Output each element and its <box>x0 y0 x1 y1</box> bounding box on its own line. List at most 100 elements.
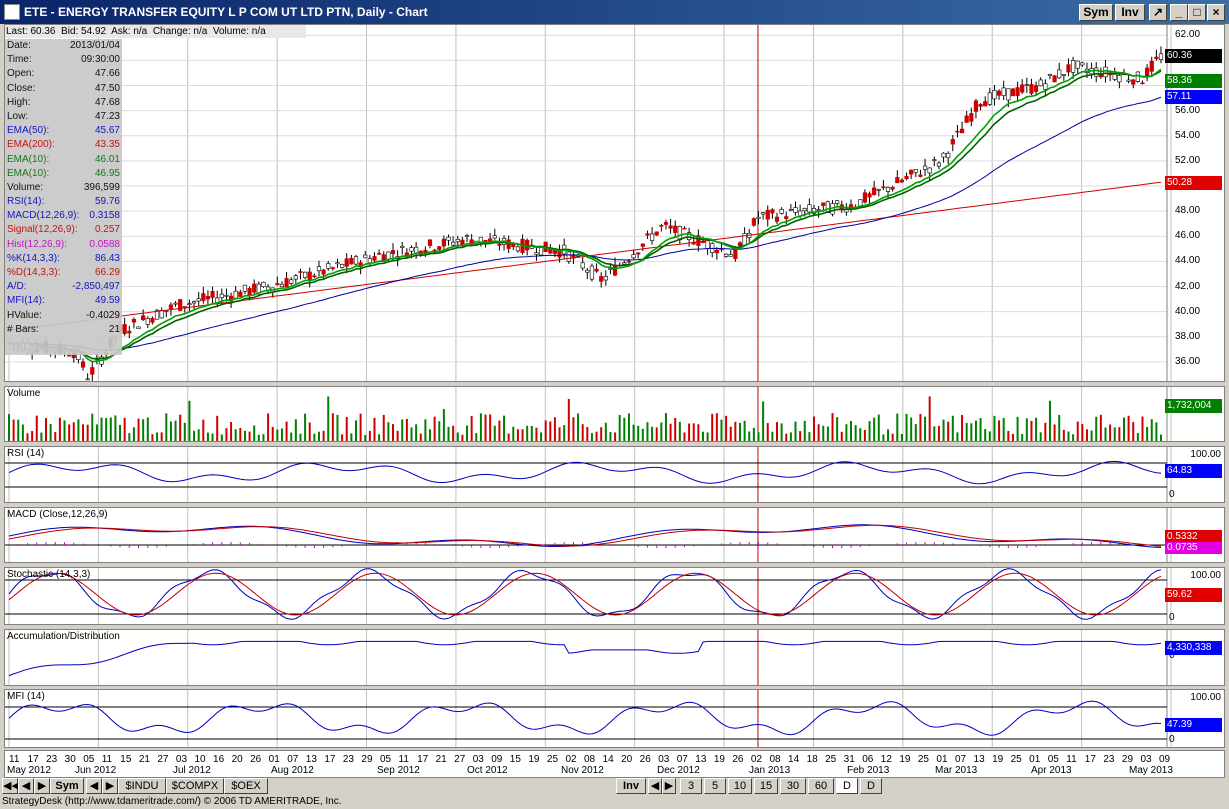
candle <box>770 208 775 219</box>
volume-bar <box>165 413 168 441</box>
volume-bar <box>466 425 469 441</box>
inv-button[interactable]: Inv <box>1115 4 1145 21</box>
symbol-tab-compx[interactable]: $COMPX <box>166 778 224 794</box>
candle <box>316 260 322 277</box>
candle <box>774 212 780 225</box>
interval-5[interactable]: 5 <box>704 778 726 794</box>
candle <box>724 253 729 258</box>
interval-15[interactable]: 15 <box>754 778 778 794</box>
volume-bar <box>151 434 154 441</box>
maximize-icon[interactable]: □ <box>1188 4 1206 21</box>
symbol-prev-icon[interactable]: ◀ <box>86 778 102 794</box>
price-axis-label: 62.00 <box>1175 29 1201 41</box>
symbol-next-icon[interactable]: ▶ <box>102 778 118 794</box>
volume-bar <box>586 427 589 441</box>
date-tick-label: 11 <box>9 754 20 765</box>
price-chart <box>5 25 1172 381</box>
symbol-tab-oex[interactable]: $OEX <box>224 778 268 794</box>
volume-bar <box>484 414 487 441</box>
data-window-label: High: <box>7 96 31 108</box>
price-tag: 57.11 <box>1165 89 1222 104</box>
volume-bar <box>405 418 408 441</box>
data-window-label: HValue: <box>7 309 42 321</box>
interval-prev-icon[interactable]: ◀ <box>648 778 662 794</box>
volume-panel[interactable]: Volume 1,732,004 <box>4 386 1225 442</box>
candle <box>682 226 687 230</box>
candle <box>751 217 756 227</box>
inv-tab[interactable]: Inv <box>616 778 646 794</box>
volume-bar <box>1044 422 1047 441</box>
price-panel[interactable]: 62.0060.0058.0056.0054.0052.0050.0048.00… <box>4 24 1225 382</box>
candle <box>326 260 331 271</box>
candle <box>372 252 377 262</box>
candle <box>589 263 595 282</box>
volume-bar <box>72 422 75 441</box>
candle <box>1020 79 1025 95</box>
volume-bar <box>253 425 256 441</box>
scroll-back-icon[interactable]: ◀ <box>18 778 34 794</box>
volume-bar <box>438 421 441 441</box>
rsi-panel[interactable]: RSI (14) 100.00 0 64.83 <box>4 446 1225 503</box>
ad-panel[interactable]: Accumulation/Distribution 0 4,330,338 <box>4 629 1225 686</box>
volume-bar <box>854 425 857 441</box>
price-axis-label: 38.00 <box>1175 330 1201 342</box>
date-tick-label: 01 <box>936 754 948 765</box>
sym-tab[interactable]: Sym <box>50 778 84 794</box>
date-tick-label: 23 <box>1103 754 1115 765</box>
volume-bar <box>248 431 251 441</box>
volume-bar <box>817 424 820 441</box>
candle <box>788 204 793 211</box>
interval-3[interactable]: 3 <box>680 778 702 794</box>
volume-bar <box>493 425 496 441</box>
link-icon[interactable]: ↗ <box>1149 4 1167 21</box>
stochastic-tag: 59.62 <box>1165 588 1222 602</box>
volume-bar <box>891 433 894 441</box>
interval-custom[interactable]: D <box>860 778 882 794</box>
candle <box>978 103 983 111</box>
volume-bar <box>1067 431 1070 441</box>
minimize-icon[interactable]: _ <box>1170 4 1188 21</box>
mfi-panel[interactable]: MFI (14) 100.00 0 47.39 <box>4 689 1225 748</box>
candle <box>640 243 645 251</box>
volume-bar <box>641 428 644 441</box>
candle <box>904 172 909 181</box>
volume-bar <box>711 413 714 441</box>
data-window-value: 43.35 <box>94 139 120 151</box>
candle <box>312 273 317 279</box>
title-bar: ETE - ENERGY TRANSFER EQUITY L P COM UT … <box>0 0 1229 24</box>
volume-bar <box>669 423 672 441</box>
candle <box>603 270 608 286</box>
volume-bar <box>1118 427 1121 441</box>
interval-60[interactable]: 60 <box>808 778 834 794</box>
month-label: Jan 2013 <box>749 765 791 776</box>
scroll-forward-icon[interactable]: ▶ <box>34 778 50 794</box>
scroll-first-icon[interactable]: ◀◀ <box>2 778 20 794</box>
close-icon[interactable]: × <box>1207 4 1225 21</box>
volume-bar <box>114 415 117 441</box>
candle <box>862 189 868 204</box>
volume-bar <box>225 428 228 441</box>
month-label: Nov 2012 <box>561 765 604 776</box>
candle <box>205 290 211 306</box>
symbol-tab-indu[interactable]: $INDU <box>118 778 166 794</box>
interval-30[interactable]: 30 <box>780 778 806 794</box>
data-window-value: 49.59 <box>94 295 120 307</box>
data-window-label: Hist(12,26,9): <box>7 238 68 250</box>
volume-bar <box>549 421 552 441</box>
interval-daily[interactable]: D <box>836 778 858 794</box>
date-tick-label: 18 <box>806 754 818 765</box>
ema-50-line <box>9 96 1162 351</box>
macd-panel[interactable]: MACD (Close,12,26,9) 0.5332 0.0735 <box>4 507 1225 563</box>
date-tick-label: 03 <box>1140 754 1152 765</box>
stochastic-bottom-value: 0 <box>1169 612 1175 623</box>
sym-button[interactable]: Sym <box>1079 4 1113 21</box>
volume-bar <box>1141 416 1144 441</box>
interval-next-icon[interactable]: ▶ <box>662 778 676 794</box>
date-tick-label: 20 <box>621 754 633 765</box>
volume-bar <box>868 421 871 441</box>
volume-bar <box>216 415 219 441</box>
volume-bar <box>1127 415 1130 441</box>
interval-10[interactable]: 10 <box>728 778 752 794</box>
stochastic-panel[interactable]: Stochastic (14,3,3) 100.00 0 59.62 <box>4 567 1225 625</box>
candle <box>321 268 326 280</box>
